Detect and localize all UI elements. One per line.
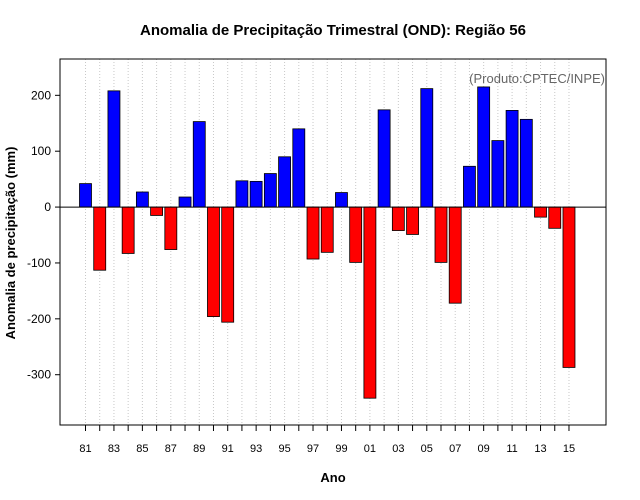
plot-frame	[59, 58, 607, 426]
x-tick-label: 99	[335, 443, 347, 455]
bar-1995	[278, 156, 291, 208]
y-tick-label: 100	[31, 144, 51, 158]
bar-1987	[164, 206, 178, 250]
x-tick-label: 87	[165, 443, 177, 455]
bar-1994	[263, 173, 277, 208]
bar-2002	[377, 109, 391, 208]
bar-1992	[235, 180, 249, 208]
bar-1999	[335, 192, 348, 208]
bar-2010	[491, 140, 505, 208]
x-tick-label: 97	[307, 443, 319, 455]
bar-2000	[349, 206, 363, 263]
x-axis-label: Ano	[320, 470, 345, 485]
bar-1985	[135, 191, 149, 208]
bar-series	[79, 86, 576, 399]
bar-2012	[519, 118, 533, 208]
x-tick-label: 03	[392, 443, 404, 455]
bar-1988	[178, 196, 192, 208]
bar-2013	[534, 206, 547, 218]
x-tick-label: 05	[421, 443, 433, 455]
bar-2014	[548, 206, 562, 229]
x-tick-label: 95	[278, 443, 290, 455]
y-tick-label: 200	[31, 88, 51, 102]
bar-1986	[150, 206, 164, 216]
bar-2011	[505, 110, 519, 208]
bar-1998	[320, 206, 334, 253]
bar-2007	[448, 206, 462, 304]
x-tick-label: 93	[250, 443, 262, 455]
x-tick-label: 83	[108, 443, 120, 455]
bar-2009	[477, 86, 491, 208]
x-tick-label: 07	[449, 443, 461, 455]
x-axis: 81 83 85 87 89 91 93 95 97 99 01 03 05 07 09 11 13 15	[79, 425, 575, 455]
chart-title: Anomalia de Precipitação Trimestral (OND…	[140, 22, 526, 39]
bar-1981	[79, 183, 92, 208]
y-tick-label: -200	[27, 312, 51, 326]
bar-2006	[434, 206, 448, 263]
bar-1996	[292, 128, 306, 208]
x-tick-label: 01	[364, 443, 376, 455]
x-tick-label: 09	[478, 443, 490, 455]
bar-2015	[562, 206, 576, 368]
y-axis: 200 100 0 -100 -200 -300	[27, 88, 60, 382]
y-tick-label: -300	[27, 368, 51, 382]
bar-1993	[249, 180, 263, 208]
bar-1983	[107, 90, 121, 208]
bar-1982	[93, 206, 107, 271]
y-tick-label: -100	[27, 256, 51, 270]
bar-1989	[192, 121, 206, 208]
y-axis-label: Anomalia de precipitação (mm)	[3, 147, 18, 340]
x-tick-label: 81	[79, 443, 91, 455]
y-tick-label: 0	[44, 200, 51, 214]
x-tick-label: 89	[193, 443, 205, 455]
x-tick-label: 15	[563, 443, 575, 455]
bar-1990	[207, 206, 220, 317]
bar-1991	[221, 206, 235, 323]
x-tick-label: 85	[136, 443, 148, 455]
bar-2008	[463, 165, 476, 208]
bar-2005	[420, 88, 434, 208]
x-tick-label: 11	[506, 443, 517, 455]
bar-1984	[121, 206, 135, 254]
bar-2003	[391, 206, 405, 231]
bar-2004	[406, 206, 419, 235]
source-note: (Produto:CPTEC/INPE)	[469, 71, 605, 86]
bar-2001	[363, 206, 377, 399]
x-tick-label: 13	[534, 443, 546, 455]
bar-1997	[306, 206, 320, 260]
x-tick-label: 91	[222, 443, 234, 455]
